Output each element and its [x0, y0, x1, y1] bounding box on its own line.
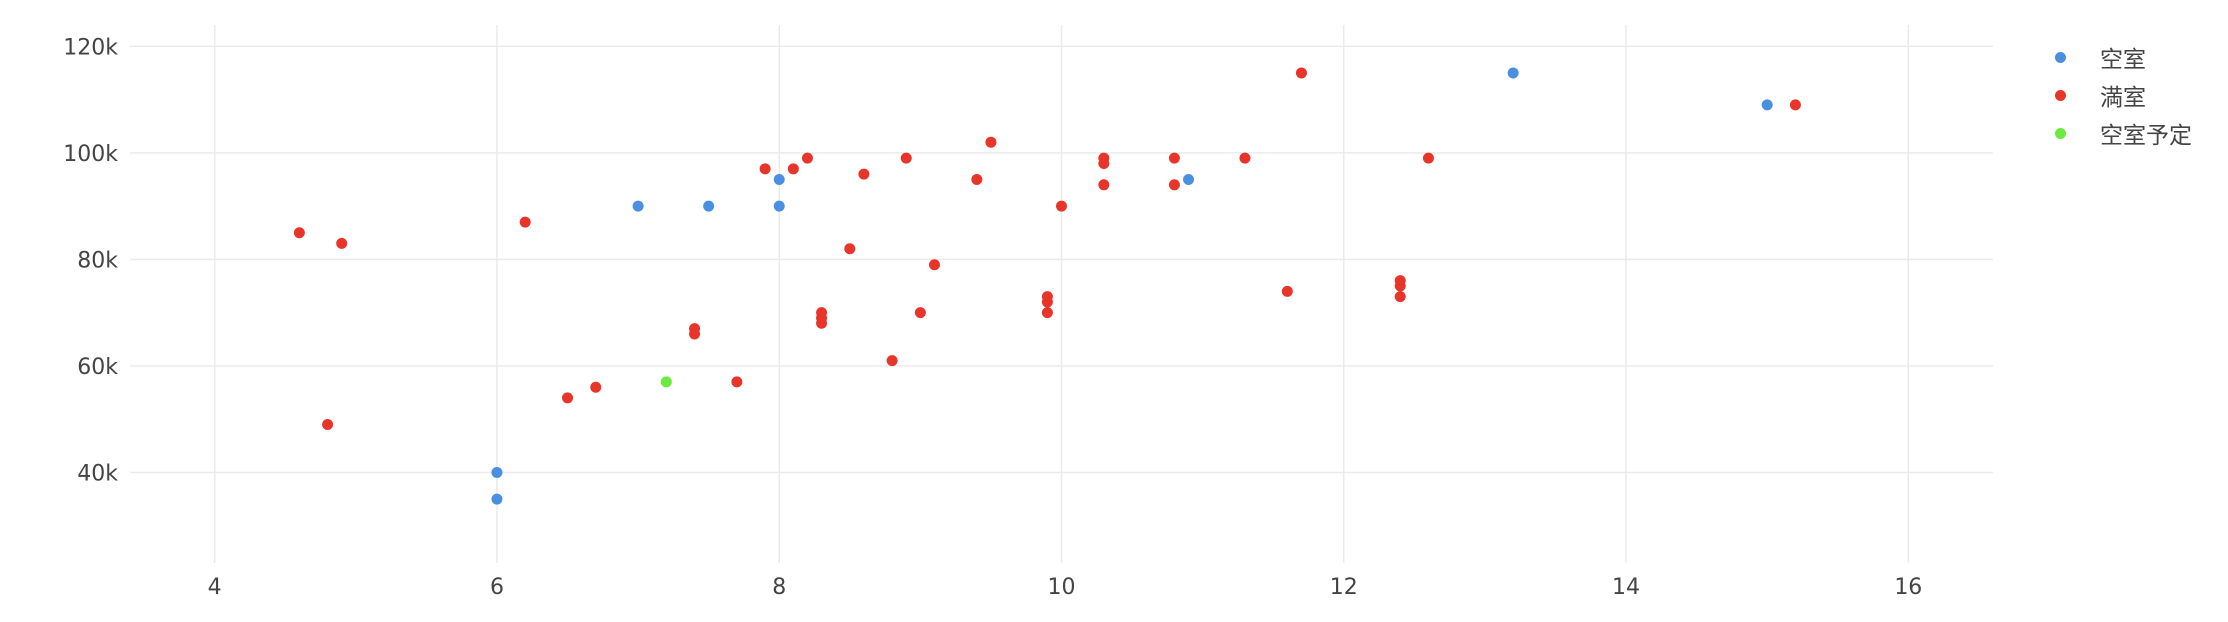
data-point-series-1[interactable]: [985, 136, 997, 148]
y-gridlines: [130, 45, 1993, 474]
data-point-series-0[interactable]: [1183, 173, 1195, 185]
data-point-series-1[interactable]: [1394, 291, 1406, 303]
y-tick-label: 40k: [77, 461, 118, 486]
y-tick-label: 60k: [77, 355, 118, 380]
data-point-series-1[interactable]: [1098, 157, 1110, 169]
data-point-series-0[interactable]: [491, 493, 503, 505]
data-point-series-1[interactable]: [1041, 296, 1053, 308]
data-point-series-1[interactable]: [928, 259, 940, 271]
data-point-series-1[interactable]: [858, 168, 870, 180]
x-axis-ticks: 4 6 8 10 12 14 16: [208, 575, 1923, 600]
data-point-series-1[interactable]: [1394, 280, 1406, 292]
data-point-series-0[interactable]: [773, 173, 785, 185]
x-tick-label: 8: [772, 575, 786, 600]
x-tick-label: 6: [490, 575, 504, 600]
data-point-series-0[interactable]: [1507, 67, 1519, 79]
data-point-series-1[interactable]: [519, 216, 531, 228]
data-points: [293, 67, 1801, 505]
data-point-series-1[interactable]: [293, 227, 305, 239]
data-point-series-1[interactable]: [886, 355, 898, 367]
y-tick-label: 120k: [63, 35, 118, 60]
data-point-series-2[interactable]: [660, 376, 672, 388]
data-point-series-1[interactable]: [1281, 285, 1293, 297]
data-point-series-1[interactable]: [689, 328, 701, 340]
legend-marker-icon: [2055, 127, 2066, 139]
x-tick-label: 14: [1612, 575, 1640, 600]
data-point-series-1[interactable]: [816, 317, 828, 329]
legend-marker-icon: [2055, 51, 2066, 63]
x-tick-label: 12: [1330, 575, 1358, 600]
data-point-series-1[interactable]: [844, 243, 856, 255]
x-tick-label: 10: [1048, 575, 1076, 600]
y-tick-label: 80k: [77, 248, 118, 273]
data-point-series-1[interactable]: [562, 392, 574, 404]
data-point-series-1[interactable]: [1295, 67, 1307, 79]
x-tick-label: 16: [1894, 575, 1922, 600]
data-point-series-1[interactable]: [801, 152, 813, 164]
legend: 空室 満室 空室予定: [2055, 38, 2192, 152]
x-tick-label: 4: [208, 575, 222, 600]
data-point-series-0[interactable]: [773, 200, 785, 212]
legend-item-full[interactable]: 満室: [2055, 76, 2192, 114]
data-point-series-1[interactable]: [1041, 307, 1053, 319]
data-point-series-1[interactable]: [322, 419, 334, 431]
data-point-series-1[interactable]: [1168, 152, 1180, 164]
data-point-series-0[interactable]: [703, 200, 715, 212]
legend-marker-icon: [2055, 89, 2066, 101]
data-point-series-1[interactable]: [971, 173, 983, 185]
data-point-series-1[interactable]: [1056, 200, 1067, 212]
data-point-series-1[interactable]: [590, 381, 602, 393]
legend-label: 空室: [2100, 47, 2146, 73]
data-point-series-1[interactable]: [787, 163, 799, 175]
data-point-series-1[interactable]: [731, 376, 743, 388]
data-point-series-1[interactable]: [336, 237, 348, 249]
data-point-series-1[interactable]: [1422, 152, 1434, 164]
data-point-series-1[interactable]: [1239, 152, 1251, 164]
data-point-series-1[interactable]: [900, 152, 912, 164]
data-point-series-1[interactable]: [759, 163, 771, 175]
data-point-series-1[interactable]: [1168, 179, 1180, 191]
x-gridlines: [213, 25, 1910, 563]
y-axis-ticks: 40k 60k 80k 100k 120k: [63, 35, 118, 486]
data-point-series-1[interactable]: [914, 307, 926, 319]
legend-label: 空室予定: [2100, 123, 2192, 149]
legend-label: 満室: [2100, 85, 2146, 111]
legend-item-vacancy-scheduled[interactable]: 空室予定: [2055, 114, 2192, 152]
data-point-series-0[interactable]: [1761, 99, 1773, 111]
data-point-series-0[interactable]: [491, 466, 503, 478]
data-point-series-1[interactable]: [1098, 179, 1110, 191]
y-tick-label: 100k: [63, 142, 118, 167]
data-point-series-1[interactable]: [1789, 99, 1801, 111]
data-point-series-0[interactable]: [632, 200, 644, 212]
legend-item-vacant[interactable]: 空室: [2055, 38, 2192, 76]
